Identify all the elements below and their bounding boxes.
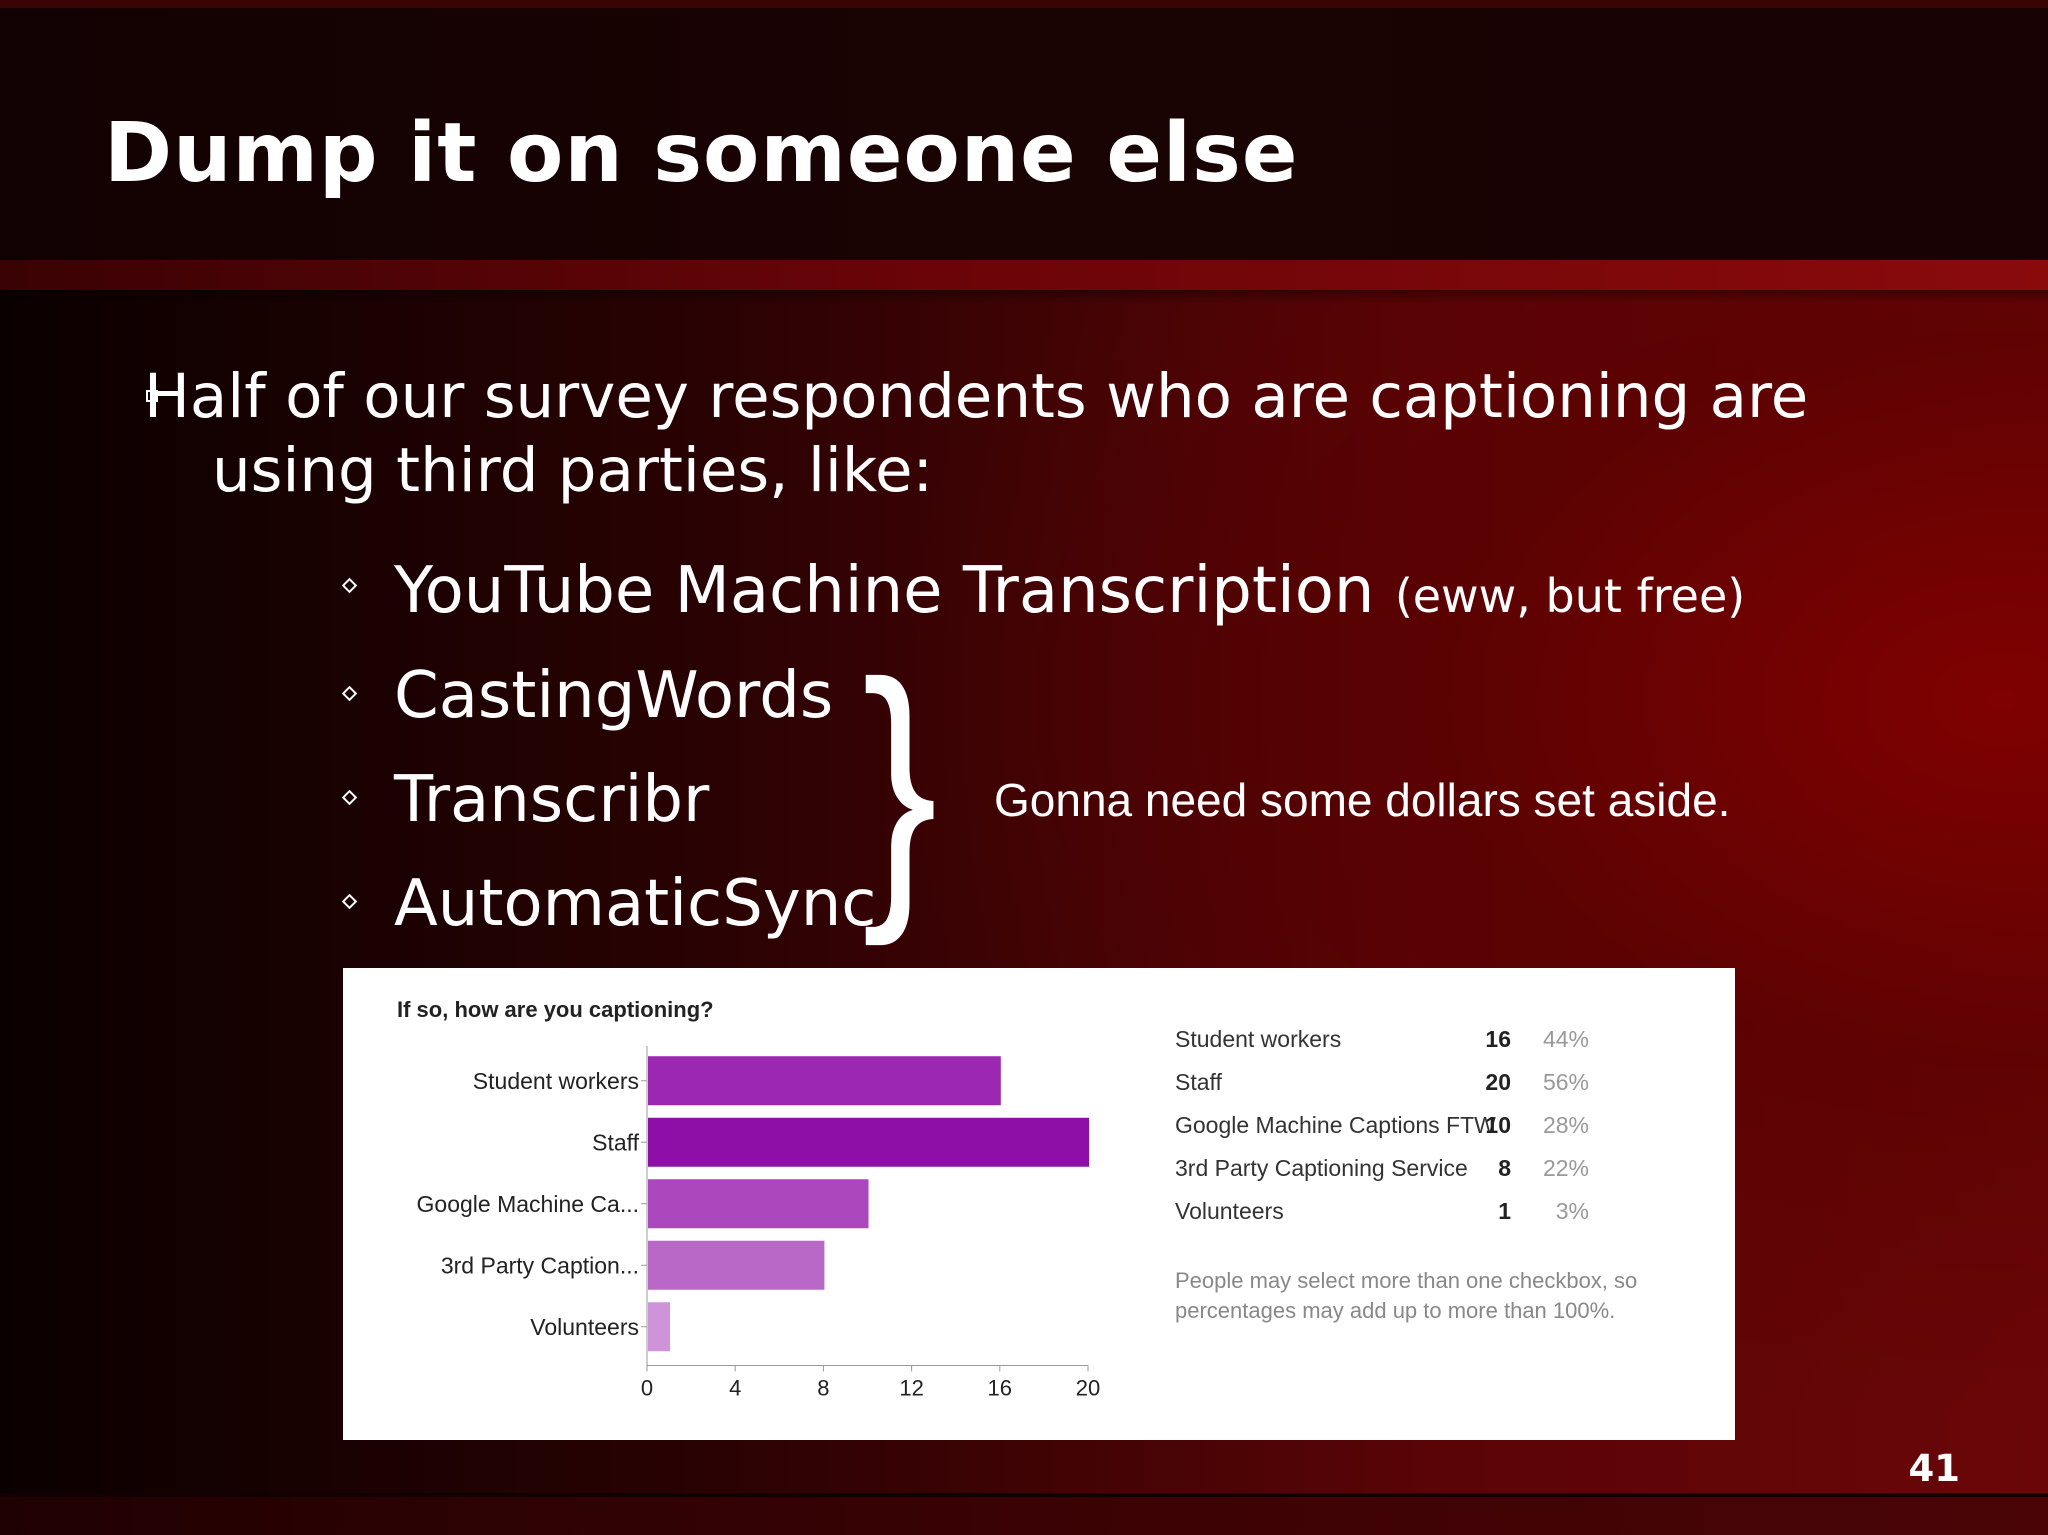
summary-row: 3rd Party Captioning Service 8 22% [1175, 1153, 1695, 1196]
bar [648, 1240, 825, 1290]
category-label: Volunteers [530, 1314, 639, 1340]
x-tick-label: 4 [729, 1376, 741, 1401]
summary-percent: 3% [1555, 1198, 1589, 1224]
summary-percent: 28% [1542, 1112, 1589, 1138]
category-label: 3rd Party Caption... [441, 1252, 639, 1278]
bottom-band [0, 1493, 2048, 1535]
sub-bullet-3-text: Transcribr [394, 763, 710, 837]
summary-label: 3rd Party Captioning Service [1175, 1155, 1468, 1181]
bar-chart: Student workers Staff Google Machine Ca...… [417, 1046, 1100, 1401]
summary-row: Staff 20 56% [1175, 1067, 1695, 1110]
curly-brace-icon: } [862, 623, 938, 947]
summary-percent: 44% [1542, 1026, 1589, 1052]
brace-note: Gonna need some dollars set aside. [994, 774, 1731, 826]
survey-question: If so, how are you captioning? [397, 997, 714, 1022]
x-tick-label: 16 [988, 1376, 1012, 1401]
page-number: 41 [1908, 1447, 1961, 1490]
diamond-bullet-icon [341, 789, 358, 806]
title-band-stripe [0, 260, 2048, 290]
summary-row: Volunteers 1 3% [1175, 1196, 1695, 1239]
bar [648, 1179, 869, 1229]
category-label: Google Machine Ca... [417, 1191, 639, 1217]
sub-bullet-3: Transcribr [394, 762, 709, 838]
sub-bullet-1-text: YouTube Machine Transcription [394, 554, 1375, 628]
summary-label: Staff [1175, 1069, 1222, 1095]
summary-count: 20 [1485, 1069, 1511, 1095]
x-tick-label: 12 [899, 1376, 923, 1401]
x-tick-label: 0 [641, 1376, 653, 1401]
x-tick-label: 20 [1076, 1376, 1100, 1401]
diamond-bullet-icon [341, 893, 358, 910]
sub-bullet-1-note: (eww, but free) [1394, 569, 1746, 623]
summary-label: Google Machine Captions FTW [1175, 1112, 1496, 1138]
sub-bullet-2: CastingWords [394, 658, 833, 734]
summary-count: 1 [1498, 1198, 1511, 1224]
summary-note: People may select more than one checkbox… [1175, 1268, 1638, 1323]
summary-count: 10 [1485, 1112, 1511, 1138]
summary-label: Student workers [1175, 1026, 1342, 1052]
category-label: Staff [592, 1129, 639, 1155]
diamond-bullet-icon [341, 577, 358, 594]
summary-percent: 56% [1542, 1069, 1589, 1095]
sub-bullet-1: YouTube Machine Transcription (eww, but … [394, 553, 1745, 634]
sub-bullet-2-text: CastingWords [394, 659, 834, 733]
main-bullet-text: Half of our survey respondents who are c… [144, 361, 1809, 506]
summary-count: 8 [1498, 1155, 1511, 1181]
sub-bullet-4-text: AutomaticSync [394, 867, 877, 941]
slide-title: Dump it on someone else [104, 106, 1299, 201]
summary-count: 16 [1485, 1026, 1511, 1052]
top-line [0, 0, 2048, 8]
summary-table: Student workers 16 44% Staff 20 56% Goog… [1175, 1024, 1695, 1239]
diamond-bullet-icon [341, 685, 358, 702]
summary-label: Volunteers [1175, 1198, 1284, 1224]
square-bullet-icon [146, 390, 158, 402]
summary-row: Google Machine Captions FTW 10 28% [1175, 1110, 1695, 1153]
bar [648, 1056, 1001, 1106]
category-label: Student workers [473, 1068, 639, 1094]
survey-results-panel: If so, how are you captioning? Student w… [343, 968, 1735, 1440]
bar [648, 1117, 1089, 1167]
summary-row: Student workers 16 44% [1175, 1024, 1695, 1067]
x-tick-label: 8 [817, 1376, 829, 1401]
bar [648, 1302, 671, 1352]
title-band-shadow [0, 290, 2048, 304]
summary-percent: 22% [1542, 1155, 1589, 1181]
sub-bullet-4: AutomaticSync [394, 866, 876, 942]
title-band [0, 8, 2048, 260]
